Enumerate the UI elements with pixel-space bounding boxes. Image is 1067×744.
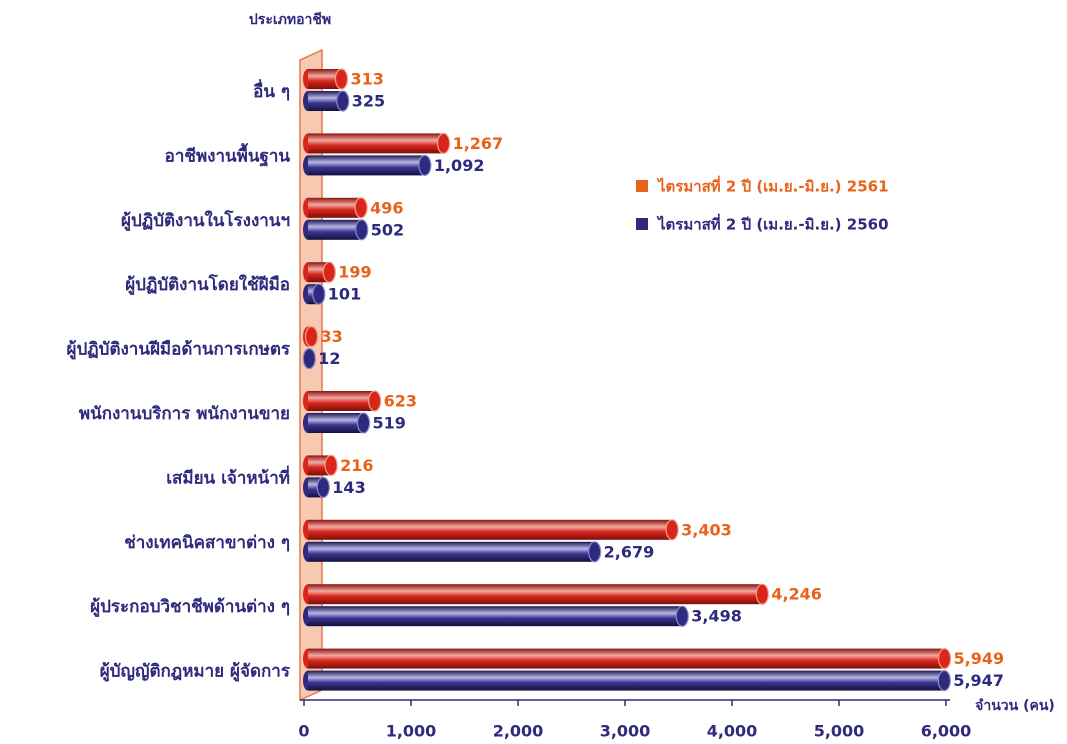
bar-cap — [336, 90, 350, 112]
bar — [308, 584, 763, 605]
bar — [308, 541, 595, 562]
x-tick-label: 1,000 — [386, 722, 437, 741]
bar-cap — [665, 519, 679, 541]
bar-cap — [322, 261, 336, 283]
x-tick-label: 3,000 — [600, 722, 651, 741]
x-tick-label: 4,000 — [707, 722, 758, 741]
value-label: 496 — [370, 198, 403, 217]
x-axis-label: จำนวน (คน) — [975, 698, 1055, 714]
value-label: 12 — [318, 349, 340, 368]
category-label: อาชีพงานพื้นฐาน — [165, 142, 291, 167]
bar-cap — [324, 454, 338, 476]
value-label: 2,679 — [604, 542, 655, 561]
legend-swatch — [636, 180, 648, 192]
bar-cap — [302, 348, 316, 370]
value-label: 1,092 — [434, 156, 485, 175]
bar — [308, 219, 362, 240]
category-label: เสมียน เจ้าหน้าที่ — [166, 465, 290, 488]
bar-cap — [356, 412, 371, 434]
value-label: 4,246 — [771, 585, 822, 604]
category-label: ผู้ปฏิบัติงานฝีมือด้านการเกษตร — [67, 339, 291, 361]
bar-cap — [588, 541, 602, 563]
value-label: 3,403 — [681, 520, 732, 539]
value-label: 3,498 — [691, 607, 742, 626]
value-label: 5,949 — [954, 649, 1005, 668]
x-tick-label: 0 — [298, 722, 309, 741]
category-label: ช่างเทคนิคสาขาต่าง ๆ — [124, 533, 290, 553]
bar-cap — [316, 476, 330, 498]
value-label: 313 — [350, 70, 383, 89]
bar-cap — [418, 154, 432, 176]
category-label: ผู้ประกอบวิชาชีพด้านต่าง ๆ — [90, 596, 290, 618]
x-tick-label: 6,000 — [921, 722, 972, 741]
category-label: อื่น ๆ — [253, 79, 290, 102]
bar — [308, 91, 343, 111]
bar-cap — [436, 132, 451, 154]
category-label: พนักงานบริการ พนักงานขาย — [79, 404, 290, 424]
category-label: ผู้ปฏิบัติงานโดยใช้ฝีมือ — [125, 274, 290, 296]
bar — [308, 155, 425, 176]
bar-cap — [368, 390, 382, 412]
bar — [308, 648, 945, 669]
bar — [308, 606, 683, 627]
value-label: 216 — [340, 456, 373, 475]
value-label: 33 — [321, 327, 343, 346]
value-label: 143 — [332, 478, 365, 497]
bar-cap — [937, 647, 952, 670]
value-label: 5,947 — [953, 671, 1004, 690]
value-label: 325 — [352, 92, 385, 111]
category-label: ผู้บัญญัติกฎหมาย ผู้จัดการ — [100, 662, 291, 683]
bar-cap — [675, 605, 689, 627]
value-label: 502 — [371, 220, 404, 239]
x-tick-label: 2,000 — [493, 722, 544, 741]
value-label: 199 — [338, 263, 371, 282]
bar-cap — [354, 197, 368, 219]
y-axis-label: ประเภทอาชีพ — [249, 12, 331, 28]
bar — [308, 670, 945, 691]
bar — [308, 133, 444, 154]
bar-cap — [937, 669, 951, 692]
bar — [308, 391, 375, 411]
legend-swatch — [636, 218, 648, 230]
bar-cap — [312, 283, 326, 305]
bar-cap — [334, 68, 349, 90]
value-label: 1,267 — [453, 134, 504, 153]
value-label: 519 — [373, 414, 406, 433]
bar — [308, 197, 362, 218]
legend-label: ไตรมาสที่ 2 ปี (เม.ย.-มิ.ย.) 2560 — [656, 214, 889, 234]
bar-cap — [755, 583, 769, 605]
bar-cap — [355, 219, 369, 241]
category-label: ผู้ปฏิบัติงานในโรงงานฯ — [121, 210, 290, 232]
bar — [308, 69, 342, 89]
x-tick-label: 5,000 — [814, 722, 865, 741]
bar-cap — [304, 326, 319, 348]
bar — [308, 413, 364, 433]
bar — [308, 519, 673, 540]
legend-label: ไตรมาสที่ 2 ปี (เม.ย.-มิ.ย.) 2561 — [656, 176, 889, 196]
value-label: 623 — [384, 392, 417, 411]
value-label: 101 — [328, 285, 361, 304]
